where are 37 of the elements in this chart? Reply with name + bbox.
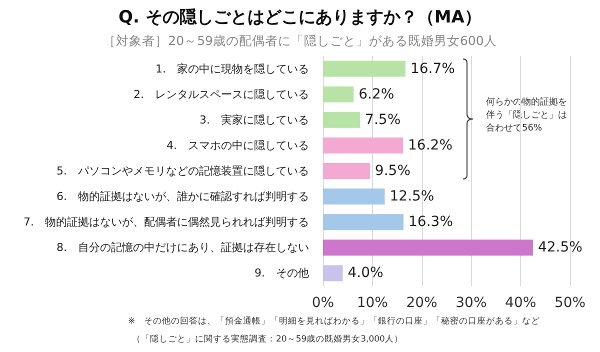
data-label: 9.5% [374,163,411,179]
y-tick-label: 6. 物的証拠はないが、誰かに確認すれば判明する [56,190,309,204]
bar [323,163,370,179]
x-tick-label: 10% [356,295,388,311]
chart-subtitle: ［対象者］20～59歳の配偶者に「隠しごと」がある既婚男女600人 [103,33,497,48]
data-label: 16.2% [408,137,453,154]
data-label: 16.7% [410,60,455,77]
y-tick-label: 5. パソコンやメモリなどの記憶装置に隠している [56,164,309,178]
text: （「隠しごと」に関する実態調査：20～59歳の既婚男女3,000人） [132,334,403,344]
x-tick-label: 20% [406,295,438,311]
bar [323,265,343,282]
data-label: 16.3% [408,214,454,230]
x-tick-label: 40% [505,295,536,311]
y-tick-label: 2. レンタルスペースに隠している [134,88,309,101]
y-tick-label: 3. 実家に隠している [200,113,309,126]
x-tick-label: 50% [554,295,586,311]
bar [323,112,360,128]
data-label: 7.5% [365,112,401,128]
bar [323,60,406,77]
data-label: 4.0% [348,265,384,282]
bar [323,86,354,102]
y-tick-label: 4. スマホの中に隠している [166,138,309,152]
data-label: 6.2% [358,86,394,102]
y-tick-label: 8. 自分の記憶の中だけにあり、証拠は存在しない [56,241,309,254]
text: ※ その他の回答は、「預金通帳」「明細を見ればわかる」「銀行の口座」「秘密の口座がある」など [128,316,540,326]
bar [323,137,404,154]
data-label: 12.5% [390,188,434,205]
x-tick-label: 30% [456,295,487,311]
bar [323,214,404,230]
x-tick-label: 0% [312,295,334,311]
chart-title: Q. その隠しごとはどこにありますか？（MA） [118,8,482,28]
y-tick-label: 1. 家の中に現物を隠している [156,62,309,76]
bar [323,240,533,256]
y-tick-label: 7. 物的証拠はないが、配偶者に偶然見られれば判明する [24,216,309,229]
data-label: 42.5% [538,240,582,256]
y-tick-label: 9. その他 [254,266,309,280]
bar [323,188,385,205]
